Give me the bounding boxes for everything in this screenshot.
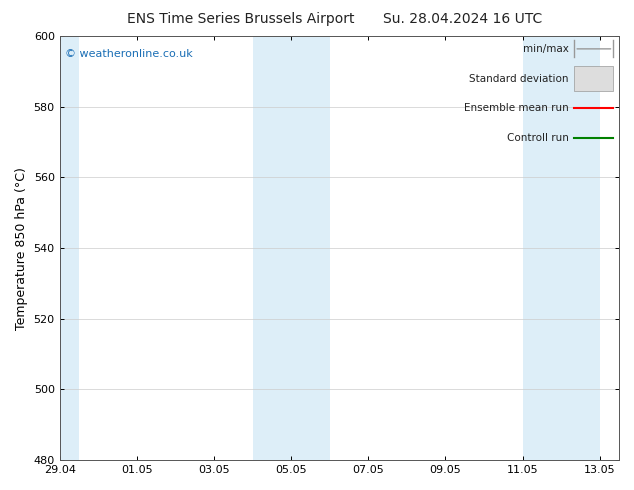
Bar (60, 36, 79, 460)
Text: Standard deviation: Standard deviation (469, 74, 569, 84)
Text: Controll run: Controll run (507, 133, 569, 143)
Y-axis label: Temperature 850 hPa (°C): Temperature 850 hPa (°C) (15, 167, 28, 330)
Text: Su. 28.04.2024 16 UTC: Su. 28.04.2024 16 UTC (383, 12, 543, 26)
Text: min/max: min/max (523, 44, 569, 54)
Text: © weatheronline.co.uk: © weatheronline.co.uk (65, 49, 193, 59)
Text: ENS Time Series Brussels Airport: ENS Time Series Brussels Airport (127, 12, 354, 26)
Bar (522, 36, 600, 460)
FancyBboxPatch shape (574, 66, 614, 91)
Bar (252, 36, 330, 460)
Text: Ensemble mean run: Ensemble mean run (464, 103, 569, 113)
